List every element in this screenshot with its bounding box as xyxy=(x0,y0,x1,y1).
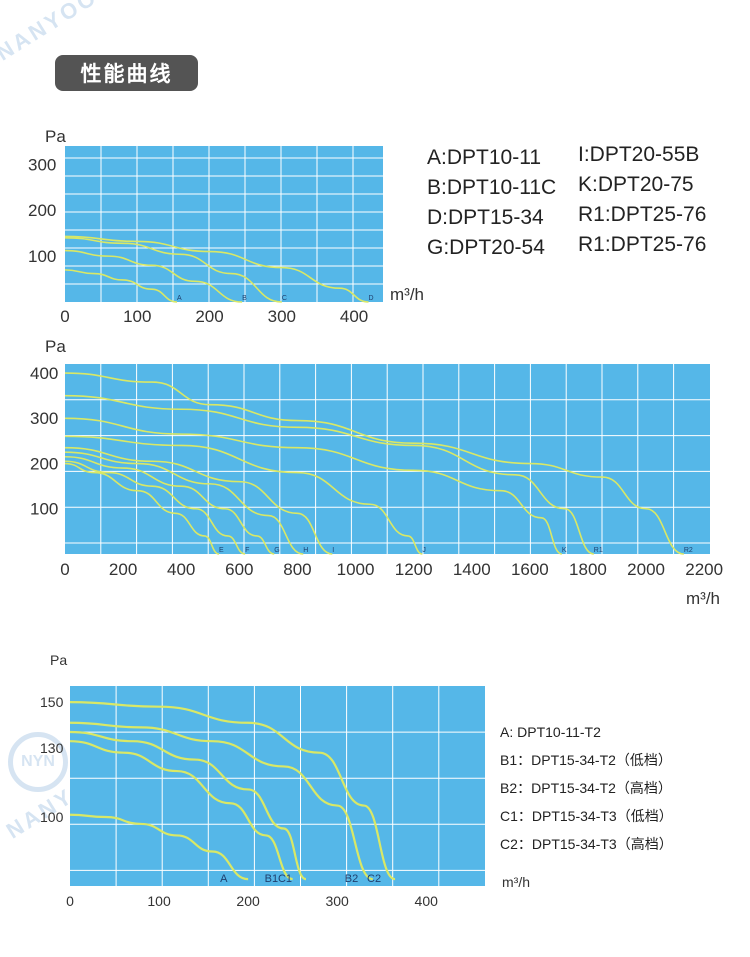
legend-item: D:DPT15-34 xyxy=(427,206,544,229)
series-line-H xyxy=(64,451,304,555)
series-marker-label-D: D xyxy=(369,295,374,302)
legend-item: C2：DPT15-34-T3（高档） xyxy=(500,836,673,852)
legend-chart3: A: DPT10-11-T2 B1：DPT15-34-T2（低档） B2：DPT… xyxy=(500,718,673,858)
series-line-B xyxy=(64,249,243,303)
x-tick-label: 600 xyxy=(225,560,253,579)
x-tick-label: 100 xyxy=(123,307,151,326)
x-tick-label: 400 xyxy=(340,307,368,326)
series-line-C1 xyxy=(69,730,307,881)
legend-item: R1:DPT25-76 xyxy=(578,233,707,256)
legend-item: B:DPT10-11C xyxy=(427,176,557,199)
series-marker-label-G: G xyxy=(274,547,279,554)
series-line-C xyxy=(64,236,282,303)
series-marker-label-F: F xyxy=(245,547,249,554)
legend-item: I:DPT20-55B xyxy=(578,143,700,166)
y-axis-label: Pa xyxy=(45,337,66,356)
plot-area xyxy=(65,146,383,302)
plot-area xyxy=(70,686,485,886)
x-tick-label: 0 xyxy=(60,560,69,579)
legend-item: A:DPT10-11 xyxy=(427,146,541,169)
y-tick-label: 100 xyxy=(28,247,56,266)
x-tick-label: 300 xyxy=(268,307,296,326)
x-axis-unit-label: m³/h xyxy=(502,874,530,890)
x-tick-label: 2000 xyxy=(627,560,665,579)
logo-watermark-left: NYN xyxy=(8,732,68,792)
x-tick-label: 800 xyxy=(283,560,311,579)
x-tick-label: 1800 xyxy=(569,560,607,579)
series-line-B2 xyxy=(69,721,374,881)
x-tick-label: 1200 xyxy=(395,560,433,579)
series-line-R1 xyxy=(64,394,595,555)
x-tick-label: 0 xyxy=(66,893,74,909)
series-marker-label-H: H xyxy=(303,547,308,554)
series-line-B1 xyxy=(69,740,293,881)
y-tick-label: 200 xyxy=(30,454,58,473)
y-tick-label: 130 xyxy=(40,740,64,756)
series-line-E xyxy=(64,462,220,555)
y-tick-label: 200 xyxy=(28,201,56,220)
y-tick-label: 100 xyxy=(30,500,58,519)
series-marker-label-C2: C2 xyxy=(367,873,381,885)
series-line-J xyxy=(64,435,423,555)
x-tick-label: 1000 xyxy=(337,560,375,579)
legend-item: K:DPT20-75 xyxy=(578,173,694,196)
series-marker-label-A: A xyxy=(177,295,182,302)
legend-item: B1：DPT15-34-T2（低档） xyxy=(500,752,672,768)
series-marker-label-B: B xyxy=(242,295,247,302)
x-tick-label: 200 xyxy=(195,307,223,326)
series-marker-label-K: K xyxy=(562,547,567,554)
series-marker-label-B1: B1 xyxy=(265,873,278,885)
series-line-I xyxy=(64,446,333,555)
x-tick-label: 300 xyxy=(325,893,349,909)
x-tick-label: 1400 xyxy=(453,560,491,579)
series-line-R2 xyxy=(64,372,684,555)
series-line-G xyxy=(64,455,275,555)
x-tick-label: 200 xyxy=(109,560,137,579)
y-axis-label: Pa xyxy=(50,652,67,668)
series-marker-label-I: I xyxy=(332,547,334,554)
series-marker-label-J: J xyxy=(422,547,426,554)
page-title: 性能曲线 xyxy=(55,55,198,91)
x-tick-label: 100 xyxy=(147,893,171,909)
series-line-D xyxy=(64,235,369,303)
series-marker-label-C1: C1 xyxy=(278,873,292,885)
legend-chart1-col1: A:DPT10-11 B:DPT10-11C D:DPT15-34 G:DPT2… xyxy=(427,143,556,263)
y-axis-label: Pa xyxy=(45,127,66,146)
series-marker-label-R2: R2 xyxy=(684,547,693,554)
x-tick-label: 200 xyxy=(236,893,260,909)
legend-chart1-col2: I:DPT20-55B K:DPT20-75 R1:DPT25-76 R1:DP… xyxy=(578,140,706,260)
legend-item: G:DPT20-54 xyxy=(427,236,545,259)
x-tick-label: 0 xyxy=(60,307,69,326)
x-axis-unit-label: m³/h xyxy=(390,285,424,304)
legend-item: B2：DPT15-34-T2（高档） xyxy=(500,780,672,796)
y-tick-label: 100 xyxy=(40,809,64,825)
x-tick-label: 2200 xyxy=(685,560,723,579)
legend-item: C1：DPT15-34-T3（低档） xyxy=(500,808,673,824)
series-marker-label-R1: R1 xyxy=(594,547,603,554)
series-marker-label-B2: B2 xyxy=(345,873,358,885)
series-line-C2 xyxy=(69,700,396,881)
y-tick-label: 400 xyxy=(30,364,58,383)
x-tick-label: 400 xyxy=(167,560,195,579)
x-tick-label: 1600 xyxy=(511,560,549,579)
series-line-F xyxy=(64,460,246,555)
y-tick-label: 300 xyxy=(28,155,56,174)
legend-item: R1:DPT25-76 xyxy=(578,203,707,226)
y-tick-label: 300 xyxy=(30,409,58,428)
x-tick-label: 400 xyxy=(415,893,439,909)
series-marker-label-A: A xyxy=(220,873,228,885)
legend-item: A: DPT10-11-T2 xyxy=(500,724,601,740)
x-axis-unit-label: m³/h xyxy=(686,589,720,608)
series-line-A xyxy=(69,813,249,881)
series-marker-label-C: C xyxy=(282,295,287,302)
y-tick-label: 150 xyxy=(40,694,64,710)
series-marker-label-E: E xyxy=(219,547,224,554)
series-line-K xyxy=(64,417,563,555)
series-line-A xyxy=(64,269,178,303)
